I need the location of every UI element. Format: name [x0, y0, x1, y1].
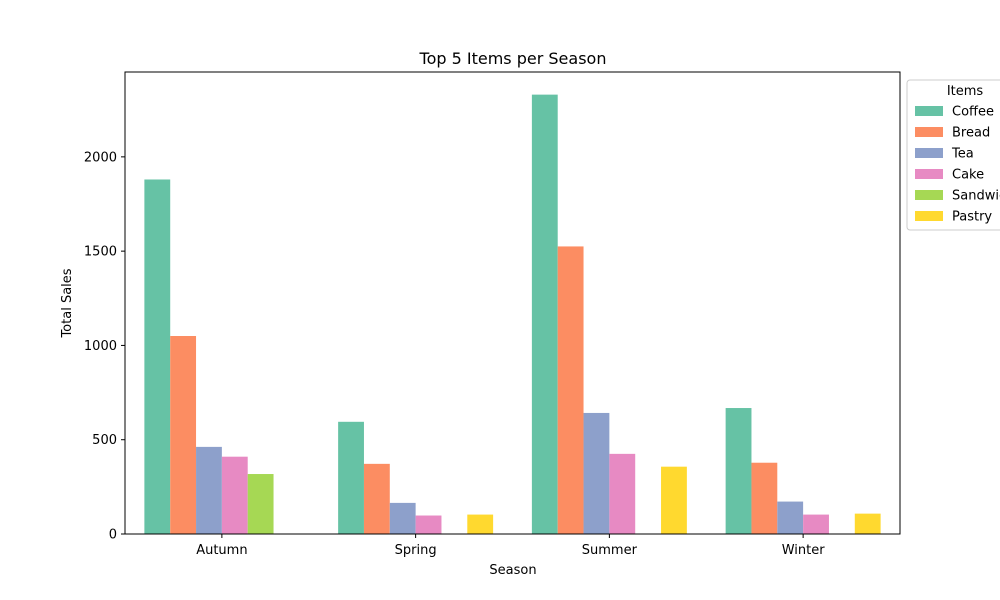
y-tick-label: 500 [92, 433, 117, 448]
legend-label-tea: Tea [951, 147, 974, 162]
chart-title: Top 5 Items per Season [419, 49, 607, 68]
bar-tea-summer [583, 412, 610, 534]
bar-cake-winter [803, 514, 829, 534]
bar-bread-spring [363, 463, 390, 534]
legend-label-coffee: Coffee [952, 105, 994, 120]
bar-bread-autumn [170, 336, 197, 534]
bar-sandwich-autumn [247, 474, 274, 534]
x-tick-label-summer: Summer [582, 543, 638, 558]
y-tick-label: 0 [109, 528, 117, 543]
bar-tea-autumn [196, 446, 222, 534]
bar-pastry-summer [661, 466, 687, 534]
bar-bread-winter [751, 462, 778, 534]
plot-frame [124, 71, 901, 535]
bar-cake-summer [609, 453, 636, 534]
x-tick-label-autumn: Autumn [196, 543, 247, 558]
legend-swatch-coffee [915, 106, 943, 116]
x-axis-label: Season [489, 563, 536, 578]
legend-swatch-sandwich [915, 190, 943, 200]
legend-swatch-cake [915, 169, 943, 179]
bar-cake-spring [415, 515, 442, 534]
bar-pastry-spring [467, 514, 494, 534]
legend-label-cake: Cake [952, 168, 984, 183]
legend-label-pastry: Pastry [952, 210, 992, 225]
bar-coffee-summer [531, 94, 558, 534]
bar-tea-winter [777, 501, 804, 534]
legend-label-bread: Bread [952, 126, 990, 141]
legend-swatch-bread [915, 127, 943, 137]
bar-cake-autumn [221, 456, 248, 534]
x-tick-label-winter: Winter [782, 543, 826, 558]
bar-coffee-winter [725, 408, 752, 534]
bar-tea-spring [389, 502, 416, 534]
bar-coffee-spring [338, 421, 364, 534]
y-axis-label: Total Sales [60, 268, 75, 338]
bars-group [144, 94, 881, 535]
legend-label-sandwich: Sandwich [952, 189, 1000, 204]
legend: Items Coffee Bread Tea Cake Sandwich Pastry [906, 79, 1000, 231]
x-axis: Autumn Spring Summer Winter [196, 534, 825, 558]
y-tick-label: 1500 [84, 245, 117, 260]
bar-pastry-winter [854, 513, 881, 534]
x-tick-label-spring: Spring [395, 543, 437, 558]
bar-coffee-autumn [144, 179, 171, 535]
bar-bread-summer [557, 246, 584, 534]
legend-swatch-pastry [915, 211, 943, 221]
legend-title: Items [947, 84, 984, 99]
y-axis: 0 500 1000 1500 2000 [84, 150, 125, 543]
y-tick-label: 1000 [84, 339, 117, 354]
y-tick-label: 2000 [84, 150, 117, 165]
legend-swatch-tea [915, 148, 943, 158]
